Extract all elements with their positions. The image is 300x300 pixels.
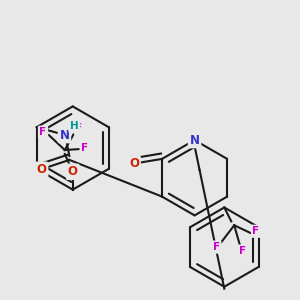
Text: O: O — [129, 158, 139, 170]
Text: F: F — [252, 226, 260, 236]
Text: F: F — [238, 246, 246, 256]
Text: H: H — [70, 121, 79, 131]
Text: O: O — [37, 163, 46, 176]
Text: O: O — [68, 165, 78, 178]
Text: F: F — [75, 123, 82, 133]
Text: F: F — [39, 127, 46, 137]
Text: N: N — [190, 134, 200, 147]
Text: F: F — [81, 143, 88, 153]
Text: N: N — [59, 129, 69, 142]
Text: F: F — [213, 242, 220, 252]
